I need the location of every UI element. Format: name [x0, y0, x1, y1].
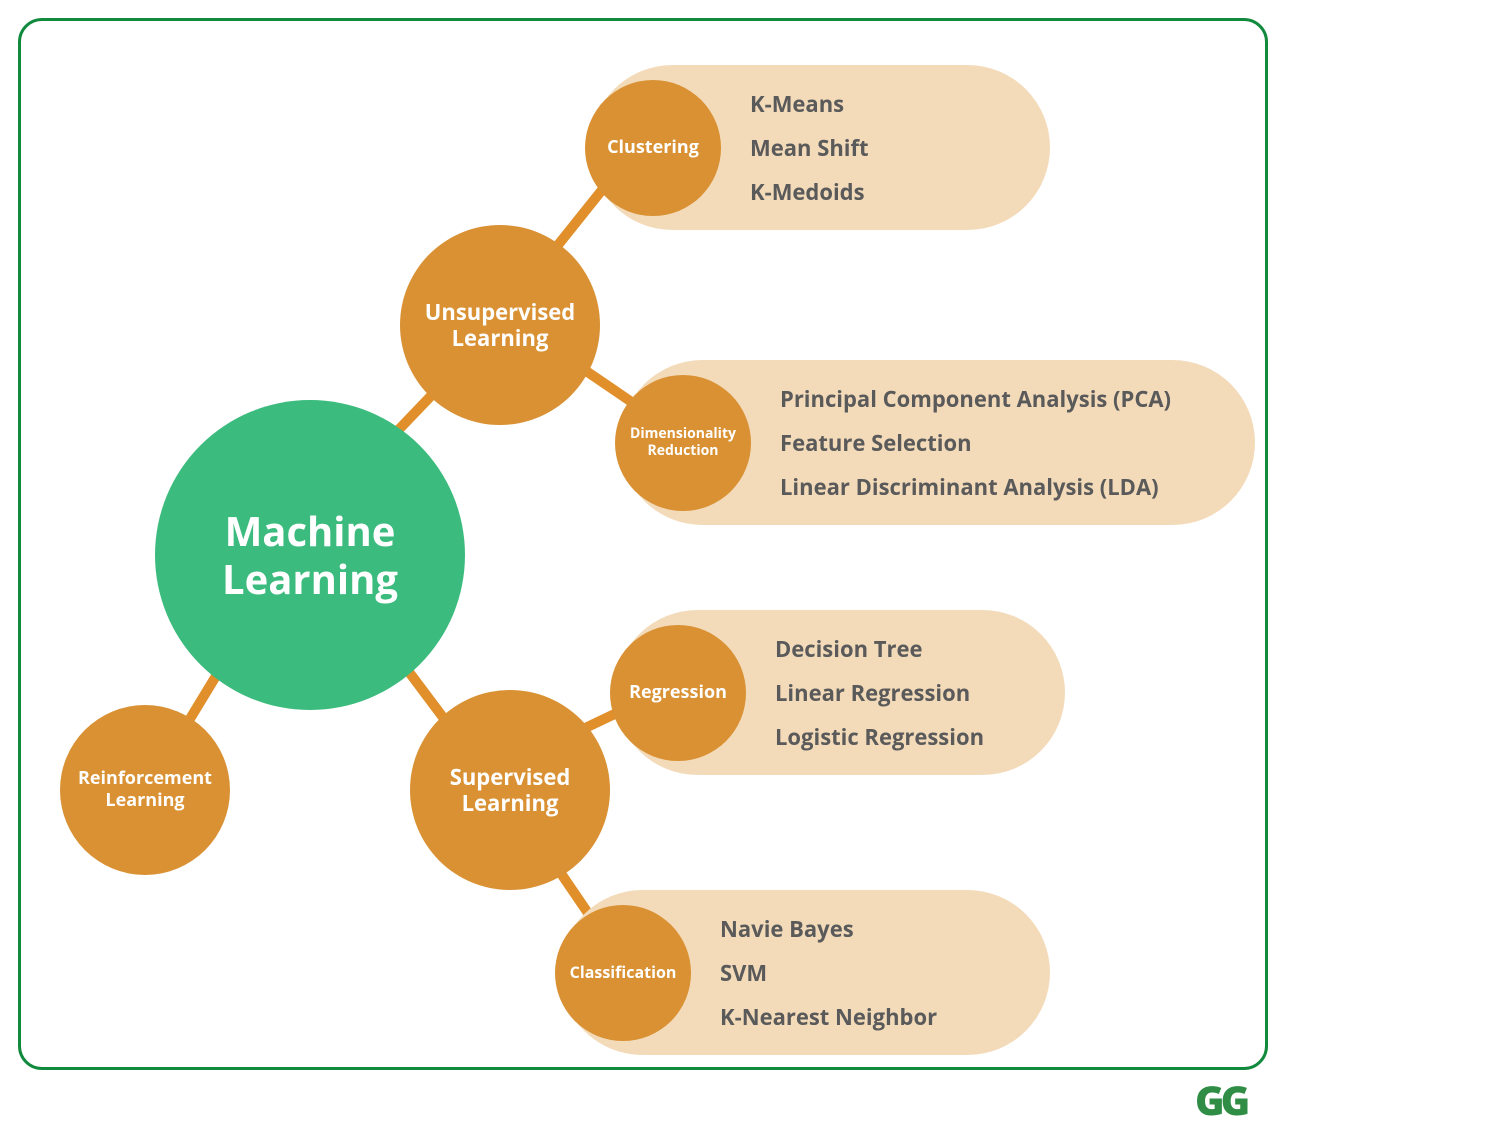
list-item: Mean Shift [750, 133, 1050, 163]
list-item: K-Medoids [750, 177, 1050, 207]
node-label: ReinforcementLearning [78, 768, 212, 811]
list-item: Linear Regression [775, 678, 1065, 708]
list-item: Decision Tree [775, 634, 1065, 664]
node-label: MachineLearning [222, 507, 398, 603]
node-dimensionality: DimensionalityReduction [615, 375, 751, 511]
node-regression: Regression [610, 625, 746, 761]
list-item: SVM [720, 958, 1050, 988]
logo-icon: GG [1195, 1072, 1246, 1127]
node-supervised: SupervisedLearning [410, 690, 610, 890]
node-root: MachineLearning [155, 400, 465, 710]
node-reinforcement: ReinforcementLearning [60, 705, 230, 875]
list-item: Logistic Regression [775, 722, 1065, 752]
node-classification: Classification [555, 905, 691, 1041]
node-label: Clustering [607, 137, 699, 159]
logo-text: GG [1195, 1072, 1246, 1127]
list-item: Navie Bayes [720, 914, 1050, 944]
list-item: Linear Discriminant Analysis (LDA) [780, 472, 1255, 502]
node-label: Regression [629, 682, 727, 704]
list-item: Feature Selection [780, 428, 1255, 458]
node-clustering: Clustering [585, 80, 721, 216]
node-label: DimensionalityReduction [630, 426, 736, 460]
node-label: Classification [570, 963, 677, 982]
list-item: Principal Component Analysis (PCA) [780, 384, 1255, 414]
node-unsupervised: UnsupervisedLearning [400, 225, 600, 425]
node-label: SupervisedLearning [450, 764, 571, 817]
list-item: K-Means [750, 89, 1050, 119]
node-label: UnsupervisedLearning [425, 299, 575, 352]
list-item: K-Nearest Neighbor [720, 1002, 1050, 1032]
